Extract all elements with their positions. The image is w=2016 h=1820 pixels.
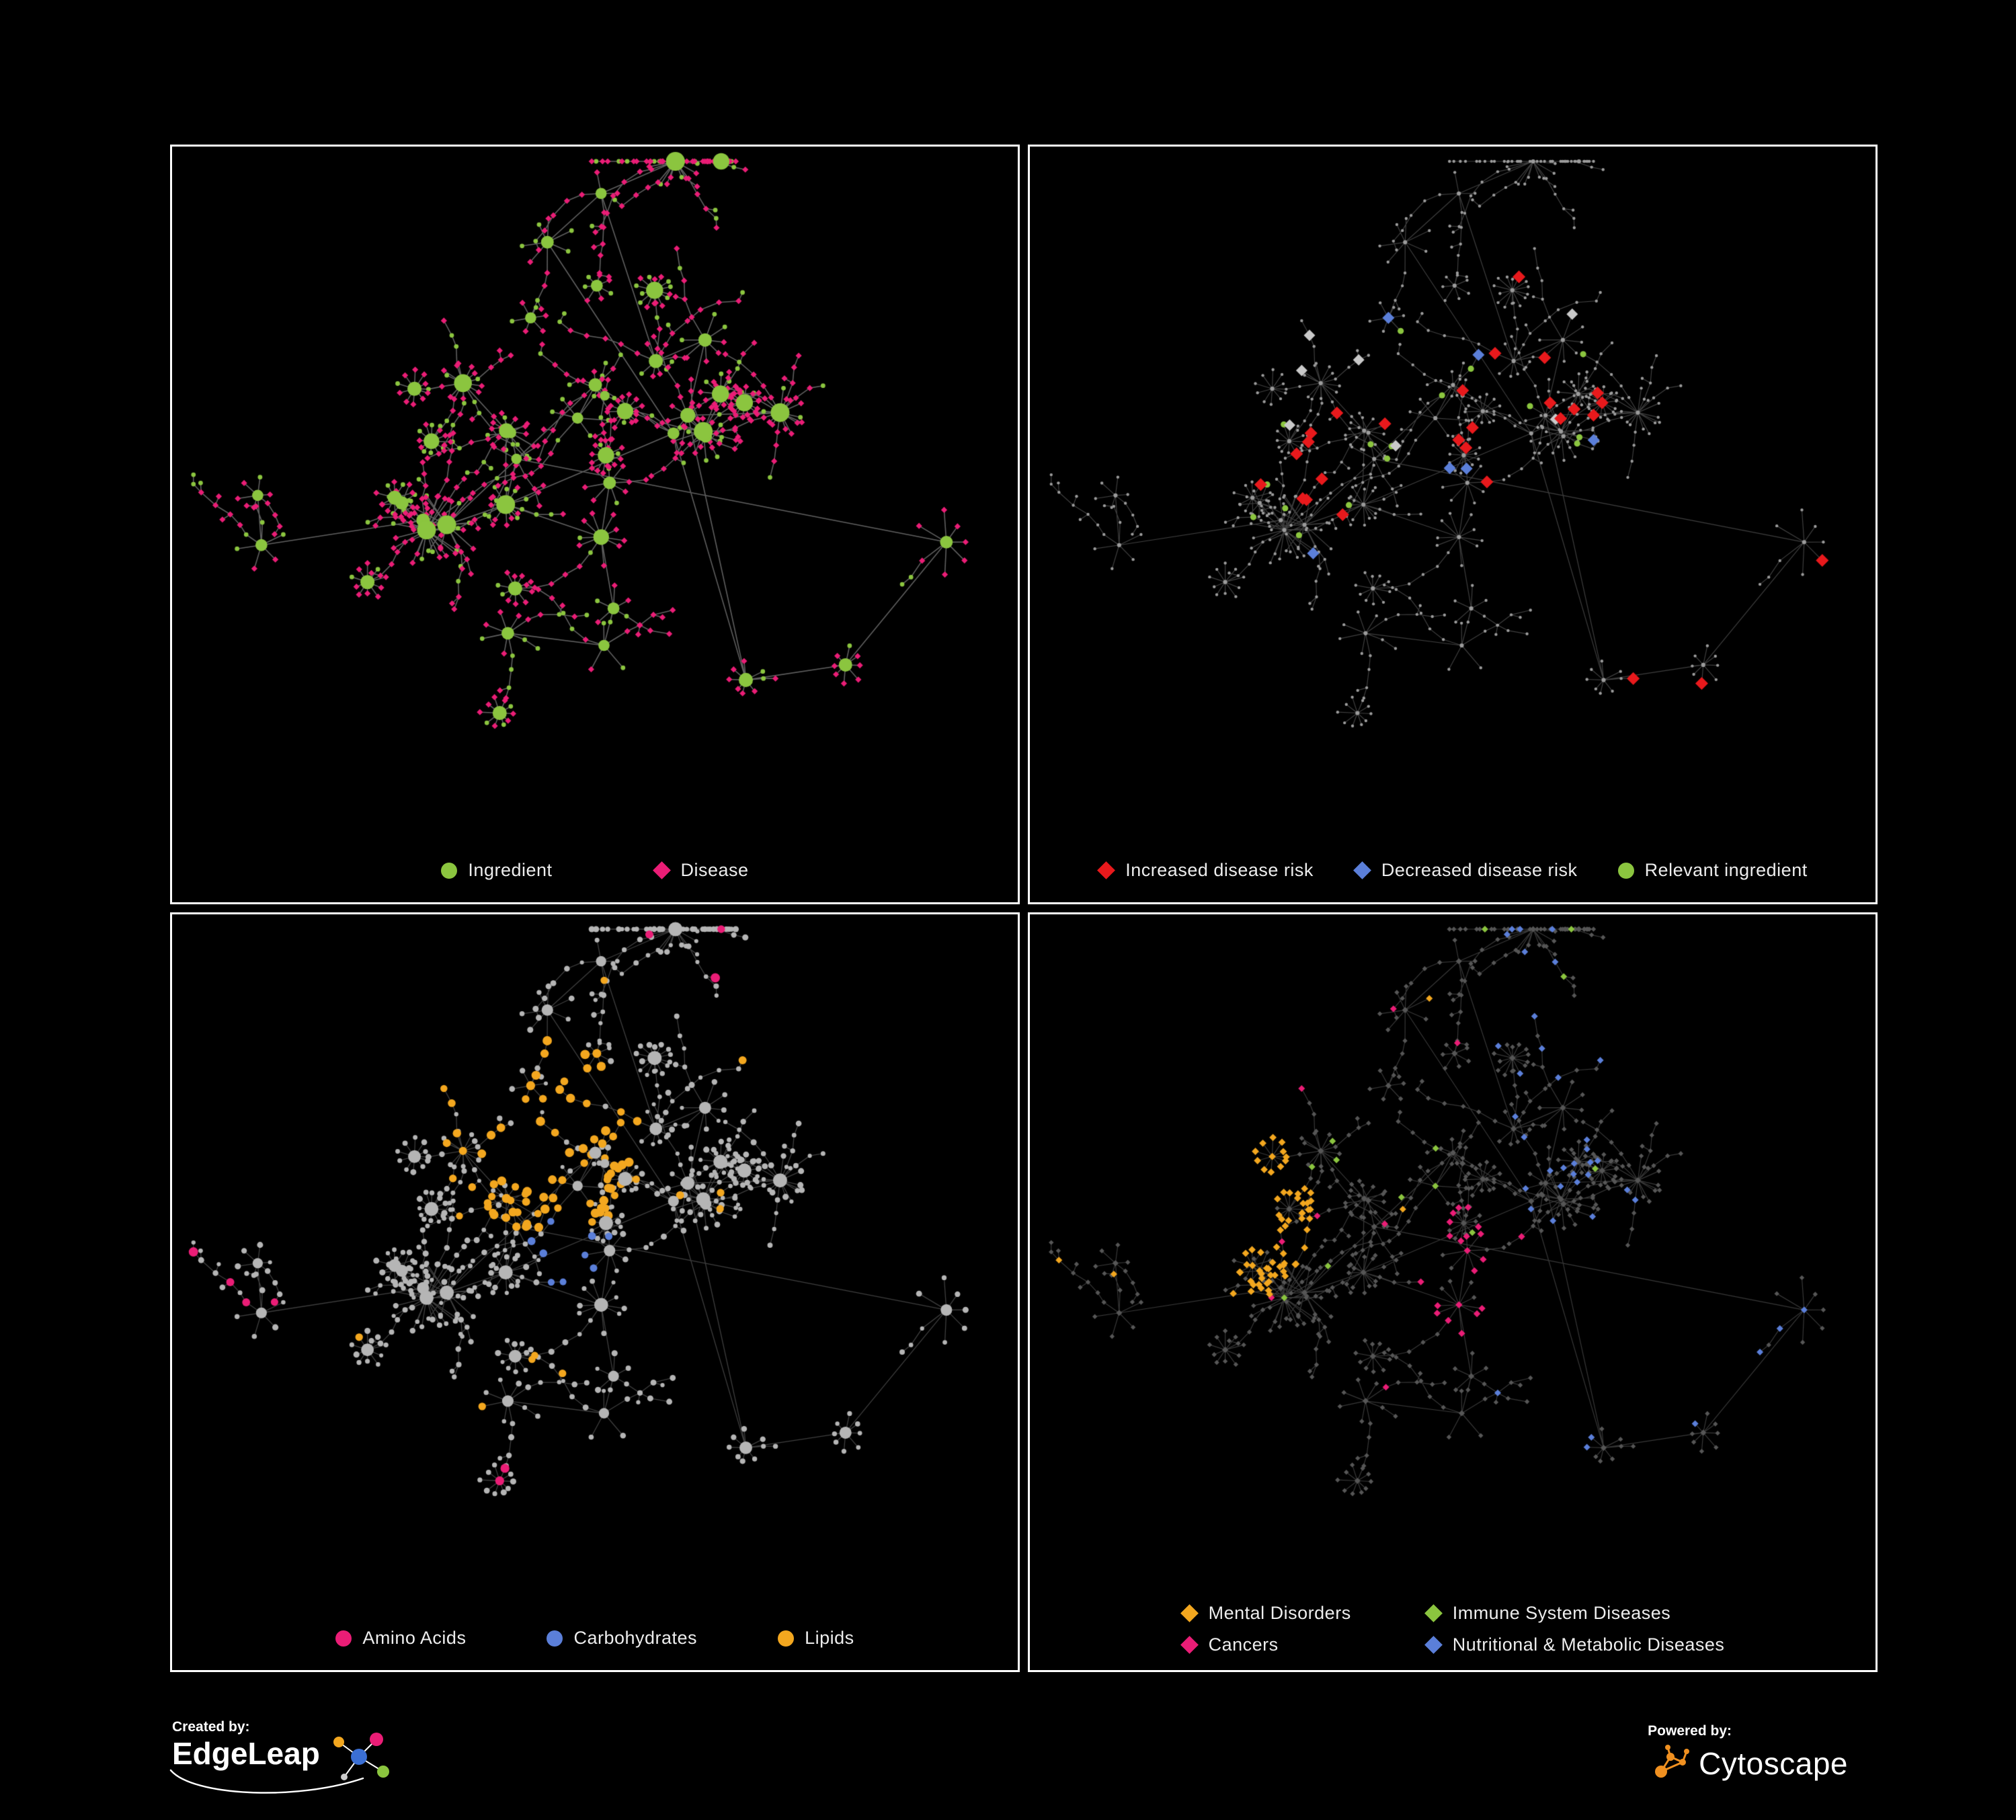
carbohydrates-circle-icon (547, 1630, 563, 1647)
cytoscape-wordmark: Cytoscape (1699, 1746, 1848, 1781)
legend-label: Increased disease risk (1125, 860, 1314, 880)
legend-label: Ingredient (468, 860, 553, 880)
network-canvas-ingredient-disease (172, 147, 1018, 825)
legend-ingredient-disease: Ingredient Disease (172, 860, 1018, 881)
edgeleap-logo: Created by: EdgeLeap (169, 1719, 398, 1794)
panel-grid: Ingredient Disease Increased disease ris… (170, 145, 1878, 1672)
panel-disease-classes: Mental Disorders Immune System Diseases … (1028, 912, 1878, 1672)
legend-item-increased-risk: Increased disease risk (1097, 860, 1314, 881)
disease-diamond-icon (652, 861, 671, 879)
created-by-label: Created by: (172, 1719, 250, 1735)
edgeleap-molecule-icon (333, 1733, 389, 1780)
legend-disease-risk: Increased disease risk Decreased disease… (1030, 860, 1876, 881)
legend-item-decreased-risk: Decreased disease risk (1353, 860, 1578, 881)
legend-label: Relevant ingredient (1644, 860, 1808, 880)
legend-nutrient-classes: Amino Acids Carbohydrates Lipids (172, 1628, 1018, 1649)
amino-acids-circle-icon (335, 1630, 352, 1647)
cytoscape-icon (1655, 1745, 1690, 1778)
legend-label: Amino Acids (362, 1628, 467, 1648)
legend-item-carbohydrates: Carbohydrates (547, 1628, 697, 1649)
powered-by-label: Powered by: (1648, 1723, 1732, 1739)
legend-disease-classes: Mental Disorders Immune System Diseases … (1030, 1603, 1876, 1655)
network-canvas-nutrient-classes (172, 914, 1018, 1593)
increased-risk-diamond-icon (1097, 861, 1116, 879)
network-canvas-disease-classes (1030, 914, 1876, 1593)
lipids-circle-icon (778, 1630, 795, 1647)
legend-item-cancers: Cancers (1180, 1634, 1279, 1655)
legend-label: Cancers (1208, 1634, 1279, 1655)
legend-label: Immune System Diseases (1452, 1603, 1671, 1623)
relevant-ingredient-circle-icon (1617, 862, 1634, 879)
legend-item-ingredient: Ingredient (441, 860, 552, 881)
legend-label: Carbohydrates (573, 1628, 698, 1648)
legend-item-mental-disorders: Mental Disorders (1180, 1603, 1351, 1624)
immune-system-diseases-diamond-icon (1424, 1604, 1443, 1622)
legend-item-nutritional-metabolic-diseases: Nutritional & Metabolic Diseases (1424, 1634, 1725, 1655)
panel-ingredient-disease: Ingredient Disease (170, 145, 1020, 904)
nutritional-metabolic-diseases-diamond-icon (1424, 1636, 1443, 1654)
legend-item-immune-system-diseases: Immune System Diseases (1424, 1603, 1671, 1624)
legend-label: Mental Disorders (1208, 1603, 1351, 1623)
legend-item-amino-acids: Amino Acids (335, 1628, 466, 1649)
legend-label: Disease (680, 860, 749, 880)
legend-item-disease: Disease (652, 860, 749, 881)
legend-label: Lipids (805, 1628, 854, 1648)
legend-label: Nutritional & Metabolic Diseases (1452, 1634, 1725, 1655)
cancers-diamond-icon (1180, 1636, 1199, 1654)
network-canvas-disease-risk (1030, 147, 1876, 825)
legend-item-lipids: Lipids (778, 1628, 854, 1649)
legend-item-relevant-ingredient: Relevant ingredient (1617, 860, 1808, 881)
legend-label: Decreased disease risk (1381, 860, 1578, 880)
panel-nutrient-classes: Amino Acids Carbohydrates Lipids (170, 912, 1020, 1672)
panel-disease-risk: Increased disease risk Decreased disease… (1028, 145, 1878, 904)
cytoscape-logo: Powered by: Cytoscape (1648, 1723, 1848, 1785)
edgeleap-wordmark: EdgeLeap (172, 1736, 320, 1771)
ingredient-circle-icon (441, 862, 458, 879)
mental-disorders-diamond-icon (1180, 1604, 1199, 1622)
decreased-risk-diamond-icon (1353, 861, 1371, 879)
